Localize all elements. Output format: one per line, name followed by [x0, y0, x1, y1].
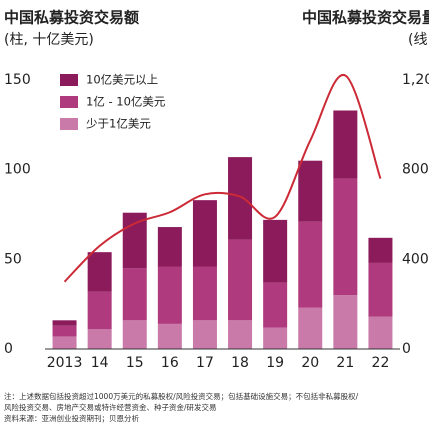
- legend-swatch: [60, 74, 78, 86]
- bar-segment: [192, 266, 217, 321]
- y-tick-label: 100: [4, 162, 31, 178]
- bar-segment: [52, 325, 77, 337]
- x-tick-label: 19: [266, 355, 284, 371]
- bar-segment: [263, 327, 288, 349]
- x-tick-label: 14: [91, 355, 109, 371]
- y2-tick-label: 400: [402, 251, 429, 267]
- bar-segment: [228, 157, 253, 240]
- bar-segment: [122, 212, 147, 269]
- bar-segment: [52, 320, 77, 326]
- y2-tick-label: 800: [402, 162, 429, 178]
- bar-segment: [333, 295, 358, 349]
- bar-segment: [228, 320, 253, 349]
- bar-segment: [157, 266, 182, 324]
- y-tick-label: 0: [4, 341, 13, 357]
- note: 风险投资交易、房地产交易或特许经营资金、种子资金/研发交易: [4, 402, 217, 412]
- x-tick-label: 20: [301, 355, 319, 371]
- bar-segment: [87, 291, 112, 330]
- bar-segment: [333, 178, 358, 296]
- chart-title-2: 中国私募投资交易量: [302, 9, 429, 27]
- bar-segment: [298, 221, 323, 308]
- bar-segment: [368, 316, 393, 349]
- y-tick-label: 150: [4, 72, 31, 88]
- legend-label: 10亿美元以上: [86, 73, 158, 87]
- bar-segment: [298, 307, 323, 349]
- bar-segment: [157, 227, 182, 267]
- legend-swatch: [60, 96, 78, 108]
- chart-title: 中国私募投资交易额: [4, 9, 139, 27]
- bar-segment: [298, 160, 323, 222]
- bar-segment: [52, 336, 77, 349]
- bar-segment: [192, 200, 217, 267]
- x-tick-label: 22: [372, 355, 390, 371]
- legend-swatch: [60, 118, 78, 130]
- bar-segment: [122, 268, 147, 321]
- chart-subtitle-2: (线: [408, 32, 427, 48]
- legend-label: 少于1亿美元: [86, 117, 151, 131]
- x-tick-label: 18: [231, 355, 249, 371]
- x-tick-label: 15: [126, 355, 144, 371]
- bar-segment: [228, 239, 253, 321]
- x-tick-label: 16: [161, 355, 179, 371]
- y-tick-label: 50: [4, 251, 22, 267]
- line: [63, 74, 382, 283]
- bar-segment: [368, 262, 393, 317]
- bar-segment: [192, 320, 217, 349]
- note: 资料来源：亚洲创业投资期刊；贝恩分析: [4, 413, 139, 423]
- note: 注：上述数据包括投资超过1000万美元的私募股权/风险投资交易；包括基础设施交易…: [4, 391, 359, 401]
- bar-segment: [157, 323, 182, 349]
- bar-segment: [263, 219, 288, 283]
- y2-tick-label: 1,200: [402, 72, 429, 88]
- bar-segment: [368, 237, 393, 263]
- legend-label: 1亿 - 10亿美元: [86, 95, 166, 109]
- bar-segment: [333, 110, 358, 179]
- bar-segment: [87, 329, 112, 349]
- y2-tick-label: 0: [402, 341, 411, 357]
- chart-subtitle: (柱, 十亿美元): [4, 32, 94, 48]
- x-tick-label: 2013: [47, 355, 83, 371]
- bar-segment: [122, 320, 147, 349]
- bar-segment: [87, 252, 112, 292]
- x-tick-label: 17: [196, 355, 214, 371]
- bar-segment: [263, 282, 288, 328]
- x-tick-label: 21: [336, 355, 354, 371]
